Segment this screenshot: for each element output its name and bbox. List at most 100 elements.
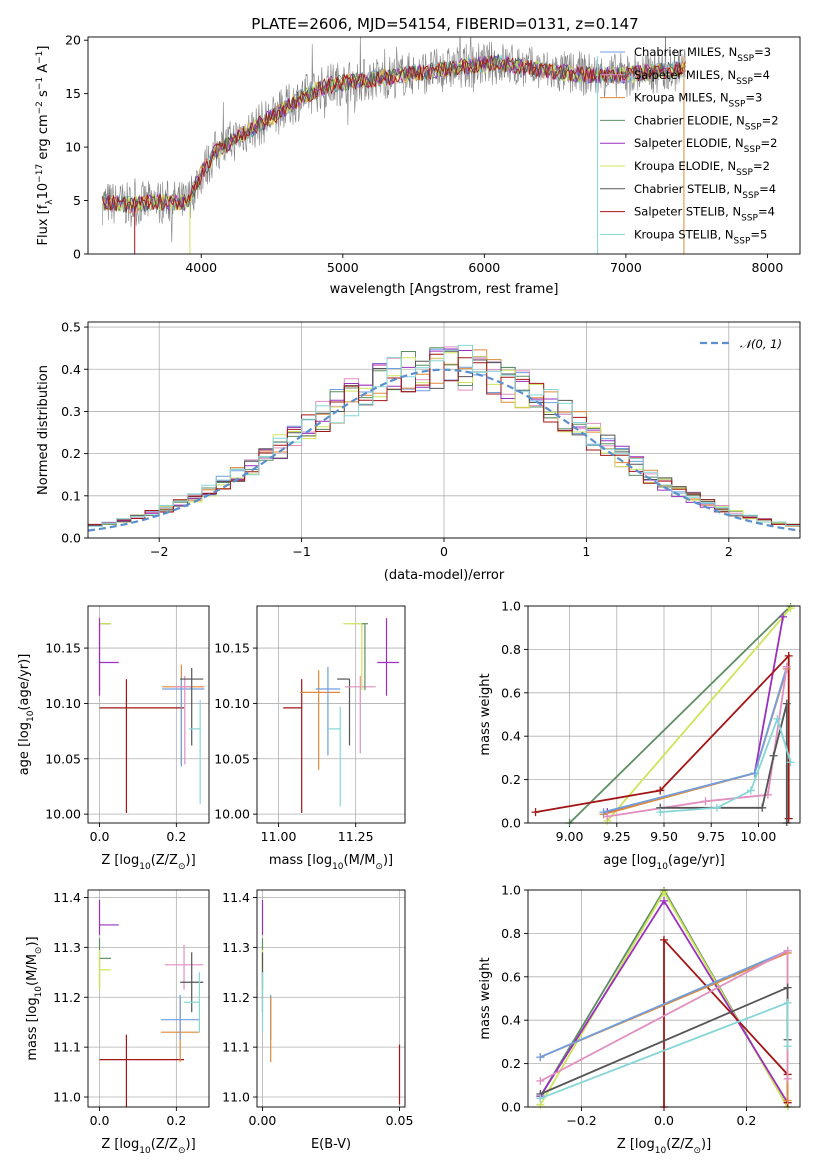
y-tick-label: 11.4 [53, 890, 81, 905]
x-tick-label: 1 [582, 544, 590, 559]
weight-line [568, 605, 792, 824]
weight-marker [656, 786, 665, 795]
weight-marker [531, 808, 540, 817]
legend-label: Kroupa STELIB, NSSP=5 [634, 227, 767, 246]
label-part: )] [25, 936, 40, 946]
model-spectrum [101, 54, 686, 212]
label-part: age [log [17, 722, 32, 775]
x-tick-label: 0 [440, 544, 448, 559]
x-axis-label: E(B-V) [311, 1137, 351, 1152]
error-bar-point [173, 675, 193, 765]
x-axis-label: Z [log10(Z/Z⊙)] [101, 853, 195, 872]
label-part: (age/yr)] [668, 853, 725, 868]
label-part: SSP [736, 168, 753, 178]
y-tick-label: 0.0 [501, 1100, 521, 1115]
label-part: (M/M [344, 853, 376, 868]
label-part: −1 [35, 51, 45, 64]
label-part: Kroupa MILES, N [634, 91, 729, 105]
x-tick-label: 7000 [610, 260, 642, 275]
label-part: Salpeter MILES, N [634, 68, 736, 82]
error-bar-point [361, 623, 368, 691]
label-part: )] [701, 1137, 711, 1152]
weight-marker [603, 812, 612, 821]
axes-frame [87, 889, 210, 1108]
y-tick-label: 10 [65, 140, 81, 155]
y-axis-label: mass [log10(M/M⊙)] [25, 936, 44, 1060]
error-bar-point [99, 679, 185, 814]
label-part: )] [186, 853, 196, 868]
axes-frame [527, 889, 801, 1108]
y-axis-label: Flux [fλ10−17 erg cm−2 s−1 A−1] [35, 46, 55, 246]
label-part: SSP [741, 214, 758, 224]
legend-label: Chabrier STELIB, NSSP=4 [634, 182, 776, 201]
label-part: 10 [332, 862, 344, 872]
label-part: 10 [26, 710, 36, 722]
x-tick-label: 0.00 [249, 1113, 277, 1128]
y-tick-label: 11.0 [222, 1090, 250, 1105]
label-part: (M/M [25, 954, 40, 986]
label-part: =5 [750, 227, 767, 241]
x-tick-label: 9.25 [603, 829, 631, 844]
error-bar-point [164, 944, 204, 990]
y-tick-label: 20 [65, 33, 81, 48]
y-tick-label: 10.00 [45, 807, 81, 822]
weight-vs-age-panel: 9.00 9.25 9.50 9.75 10.00 0.0 0.2 0.4 0.6 0.8 1.0 a… [478, 599, 801, 872]
label-part: (age/yr)] [17, 654, 32, 711]
mass-vs-metallicity-panel: 0.0 0.211.011.111.211.311.4Z [log10(Z/Z⊙)… [25, 889, 210, 1156]
x-tick-label: 0.05 [386, 1113, 414, 1128]
legend-label: 𝒩(0, 1) [740, 337, 782, 351]
label-part: 10 [656, 862, 668, 872]
x-axis-label: mass [log10(M/M⊙)] [269, 853, 393, 872]
y-tick-label: 0.3 [61, 404, 81, 419]
figure-title: PLATE=2606, MJD=54154, FIBERID=0131, z=0… [251, 15, 638, 33]
label-part: SSP [729, 100, 746, 110]
error-bar-point [377, 618, 399, 696]
label-part: Z [log [101, 1137, 139, 1152]
x-axis-label: Z [log10(Z/Z⊙)] [617, 1137, 711, 1156]
y-tick-label: 0.8 [501, 642, 521, 657]
weight-lines [531, 603, 795, 826]
label-part: =2 [753, 159, 770, 173]
y-tick-label: 10.05 [214, 751, 250, 766]
weight-marker [660, 896, 668, 905]
axes-frame [527, 605, 801, 824]
y-tick-label: 5 [73, 193, 81, 208]
label-part: erg cm [36, 114, 51, 163]
y-tick-label: 0.0 [501, 816, 521, 831]
error-bar-point [160, 994, 200, 1040]
x-tick-label: 11.00 [261, 829, 297, 844]
x-tick-label: 0.2 [166, 829, 186, 844]
x-tick-label: 10.00 [741, 829, 777, 844]
y-tick-label: 1.0 [501, 599, 521, 614]
x-tick-label: 9.00 [556, 829, 584, 844]
label-part: =4 [759, 182, 776, 196]
residual-histogram [88, 344, 800, 528]
legend-label: Salpeter ELODIE, NSSP=2 [634, 136, 777, 155]
weight-marker [660, 935, 668, 944]
x-tick-label: 0.0 [90, 1113, 110, 1128]
y-tick-label: 0.2 [501, 1056, 521, 1071]
error-bar-point [98, 949, 112, 990]
weight-line [663, 937, 789, 1107]
y-tick-label: 0.4 [61, 362, 81, 377]
x-tick-label: 4000 [185, 260, 217, 275]
y-axis-label: mass weight [478, 673, 493, 755]
label-part: Salpeter ELODIE, N [634, 136, 744, 150]
residuals-panel: −2 −1 0 1 2 0.0 0.1 0.2 0.3 0.4 0.5 (data-model)/er… [36, 320, 801, 583]
x-tick-label: 2 [725, 544, 733, 559]
label-part: =2 [762, 113, 779, 127]
histograms [88, 344, 800, 532]
error-bar-point [98, 618, 119, 696]
y-axis-label: age [log10(age/yr)] [17, 654, 36, 776]
x-tick-label: 9.75 [697, 829, 725, 844]
y-tick-label: 0.0 [61, 531, 81, 546]
weight-marker [782, 662, 791, 671]
label-part: SSP [734, 236, 751, 246]
weight-marker [783, 983, 792, 992]
y-tick-label: 15 [65, 86, 81, 101]
error-bar-point [184, 972, 200, 1033]
y-tick-label: 10.00 [214, 807, 250, 822]
y-tick-label: 10.10 [45, 696, 81, 711]
